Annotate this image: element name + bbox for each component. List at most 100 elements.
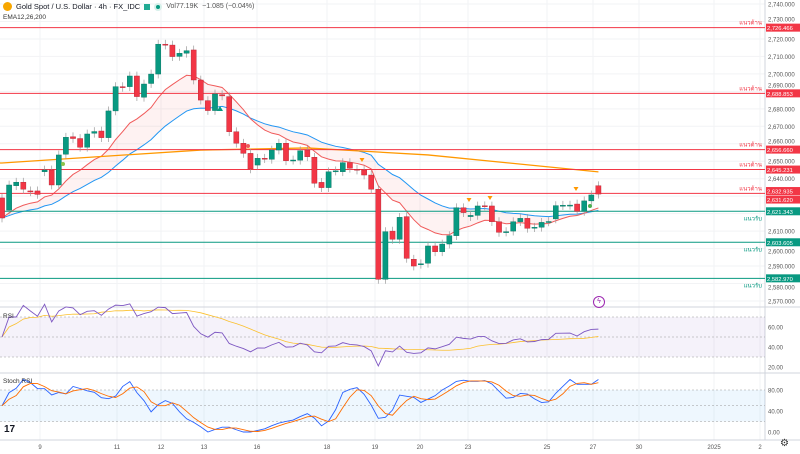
price-tick: 2,710.000 bbox=[768, 55, 795, 61]
bearish-candle bbox=[368, 174, 375, 190]
bearish-candle bbox=[311, 157, 318, 184]
bearish-candle bbox=[403, 216, 410, 259]
bearish-candle bbox=[347, 162, 353, 169]
rsi-tick: 20.00 bbox=[768, 366, 784, 372]
bullish-candle bbox=[581, 200, 587, 212]
bearish-candle bbox=[574, 203, 580, 212]
price-axis bbox=[765, 0, 800, 454]
bullish-candle bbox=[41, 169, 48, 172]
bearish-candle bbox=[247, 153, 254, 170]
bullish-candle bbox=[588, 194, 595, 202]
time-tick: 30 bbox=[636, 445, 643, 451]
time-tick: 16 bbox=[254, 445, 261, 451]
bearish-candle bbox=[169, 44, 176, 57]
bullish-candle bbox=[340, 162, 346, 172]
price-tick: 2,670.000 bbox=[768, 125, 795, 131]
lightning-icon[interactable]: ϟ bbox=[593, 296, 605, 308]
settings-gear-icon[interactable]: ⚙ bbox=[780, 438, 789, 449]
bearish-candle bbox=[134, 75, 140, 97]
price-label: 2,603.605 bbox=[767, 241, 793, 247]
time-tick: 25 bbox=[544, 445, 551, 451]
bullish-candle bbox=[141, 83, 147, 98]
bullish-candle bbox=[560, 205, 566, 207]
price-label-bg bbox=[766, 195, 800, 204]
bullish-candle bbox=[474, 205, 481, 216]
bullish-candle bbox=[425, 245, 431, 264]
bullish-candle bbox=[269, 149, 275, 160]
time-tick: 12 bbox=[158, 445, 165, 451]
ema-indicator-label[interactable]: EMA12,26,200 bbox=[3, 14, 47, 21]
resistance-label: แนวต้าน bbox=[739, 142, 762, 149]
bullish-candle bbox=[176, 53, 183, 57]
bullish-candle bbox=[148, 73, 154, 84]
price-label: 2,582.970 bbox=[767, 277, 793, 283]
sell-signal-marker bbox=[487, 196, 493, 200]
price-tick: 2,590.000 bbox=[768, 265, 795, 271]
time-tick: 2 bbox=[758, 445, 762, 451]
time-tick: 20 bbox=[417, 445, 424, 451]
chart-header: Gold Spot / U.S. Dollar · 4h · FX_IDC Vo… bbox=[3, 2, 254, 11]
bullish-candle bbox=[297, 150, 304, 161]
bullish-candle bbox=[126, 75, 133, 87]
price-tick: 2,740.000 bbox=[768, 3, 795, 9]
price-tick: 2,610.000 bbox=[768, 230, 795, 236]
rsi-tick: 40.00 bbox=[768, 346, 784, 352]
price-label-bg bbox=[766, 207, 800, 216]
time-tick: 27 bbox=[590, 445, 597, 451]
bullish-candle bbox=[418, 263, 424, 265]
price-tick: 2,640.000 bbox=[768, 177, 795, 183]
stoch-rsi-label[interactable]: Stoch RSI bbox=[3, 378, 33, 385]
bullish-candle bbox=[517, 218, 524, 222]
time-tick: 11 bbox=[114, 445, 121, 451]
bullish-candle bbox=[545, 221, 552, 223]
bearish-candle bbox=[261, 158, 268, 160]
rsi-label[interactable]: RSI bbox=[3, 313, 14, 320]
price-label: 2,688.853 bbox=[767, 92, 793, 98]
tradingview-logo[interactable]: 17 bbox=[4, 424, 16, 435]
bearish-candle bbox=[489, 205, 495, 222]
stoch-tick: 0.00 bbox=[768, 431, 780, 437]
flag-icon[interactable] bbox=[144, 3, 151, 10]
bullish-candle bbox=[553, 205, 559, 220]
price-tick: 2,700.000 bbox=[768, 72, 795, 78]
bearish-candle bbox=[389, 230, 396, 240]
bearish-candle bbox=[27, 190, 34, 193]
price-label-bg bbox=[766, 238, 800, 247]
bearish-candle bbox=[496, 221, 502, 233]
bullish-candle bbox=[212, 93, 218, 111]
stoch-tick: 40.00 bbox=[768, 410, 784, 416]
bullish-candle bbox=[332, 170, 339, 173]
bearish-candle bbox=[20, 181, 27, 190]
ema-cloud bbox=[2, 75, 599, 235]
bullish-candle bbox=[538, 222, 545, 228]
bearish-candle bbox=[0, 197, 5, 219]
time-tick: 9 bbox=[38, 445, 42, 451]
resistance-label: แนวต้าน bbox=[739, 162, 762, 169]
bullish-candle bbox=[396, 217, 403, 240]
support-label: แนวรับ bbox=[744, 246, 763, 253]
price-tick: 2,680.000 bbox=[768, 107, 795, 113]
bullish-candle bbox=[84, 133, 90, 148]
bearish-candle bbox=[98, 130, 105, 138]
price-label: 2,621.343 bbox=[767, 210, 793, 216]
bearish-candle bbox=[432, 245, 438, 252]
stoch-band bbox=[0, 390, 765, 422]
bullish-candle bbox=[467, 215, 474, 217]
time-tick: 23 bbox=[465, 445, 472, 451]
price-tick: 2,600.000 bbox=[768, 249, 795, 255]
price-tick: 2,570.000 bbox=[768, 299, 795, 305]
sell-signal-marker bbox=[359, 158, 365, 162]
sell-signal-marker bbox=[466, 198, 472, 202]
buy-signal-marker bbox=[217, 106, 223, 111]
bullish-candle bbox=[503, 231, 509, 233]
bearish-candle bbox=[197, 79, 204, 101]
bullish-candle bbox=[439, 243, 446, 252]
bearish-candle bbox=[205, 100, 211, 111]
bullish-candle bbox=[254, 158, 261, 166]
current-price-label: 2,632.935 bbox=[767, 190, 793, 196]
bearish-candle bbox=[77, 138, 83, 148]
price-label-bg bbox=[766, 89, 800, 98]
price-label: 2,656.660 bbox=[767, 148, 793, 154]
symbol-title[interactable]: Gold Spot / U.S. Dollar · 4h · FX_IDC bbox=[16, 2, 141, 11]
